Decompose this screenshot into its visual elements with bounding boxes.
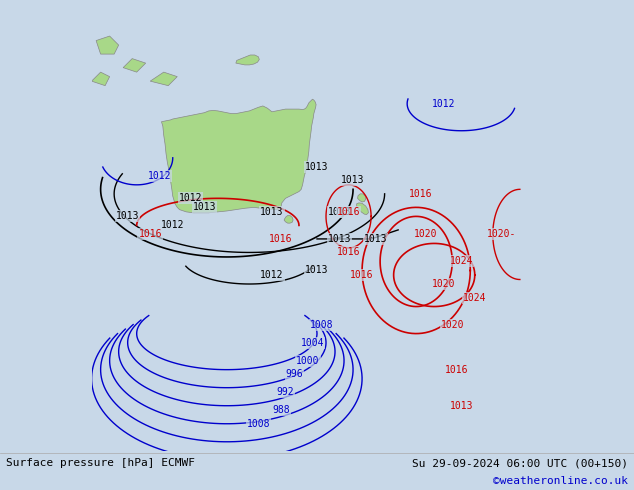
Polygon shape [96,36,119,54]
Text: 1024: 1024 [463,293,486,302]
Polygon shape [357,203,368,215]
Text: 1016: 1016 [409,189,432,199]
Polygon shape [91,72,110,86]
Text: 1020: 1020 [441,319,464,330]
Text: 1013: 1013 [305,162,329,172]
Text: 1013: 1013 [193,202,216,212]
Text: 1016: 1016 [138,229,162,240]
Text: 1013: 1013 [116,211,139,221]
Text: Su 29-09-2024 06:00 UTC (00+150): Su 29-09-2024 06:00 UTC (00+150) [411,458,628,468]
Text: 1020: 1020 [432,279,455,289]
Text: 1013: 1013 [260,207,283,217]
Text: 1012: 1012 [179,194,202,203]
Text: 1013: 1013 [328,207,351,217]
Text: 1012: 1012 [260,270,283,280]
Text: 996: 996 [286,369,303,379]
Text: 988: 988 [272,405,290,415]
Text: 1016: 1016 [337,207,360,217]
Text: 1008: 1008 [310,319,333,330]
Text: 1013: 1013 [450,401,473,411]
Text: 1020: 1020 [413,229,437,240]
Text: 1004: 1004 [301,338,324,347]
Text: ©weatheronline.co.uk: ©weatheronline.co.uk [493,476,628,486]
Polygon shape [123,59,146,72]
Polygon shape [236,55,259,65]
Text: 1012: 1012 [148,171,171,181]
Text: 1016: 1016 [269,234,293,244]
Text: 1016: 1016 [445,365,469,375]
Text: 1024: 1024 [450,256,473,267]
Polygon shape [150,72,178,86]
Text: 1012: 1012 [432,98,455,109]
Text: 992: 992 [276,387,294,397]
Text: 1013: 1013 [364,234,387,244]
Text: 1016: 1016 [337,247,360,257]
Polygon shape [358,194,366,202]
Text: 1016: 1016 [351,270,374,280]
Text: 1008: 1008 [247,419,270,429]
Text: Surface pressure [hPa] ECMWF: Surface pressure [hPa] ECMWF [6,458,195,468]
Polygon shape [284,216,293,223]
Text: 1013: 1013 [328,234,351,244]
Text: 1012: 1012 [161,220,184,230]
Text: 1000: 1000 [296,356,320,366]
Text: 1013: 1013 [341,175,365,185]
Text: 1020-: 1020- [487,229,517,240]
Polygon shape [162,99,316,213]
Text: 1013: 1013 [305,266,329,275]
